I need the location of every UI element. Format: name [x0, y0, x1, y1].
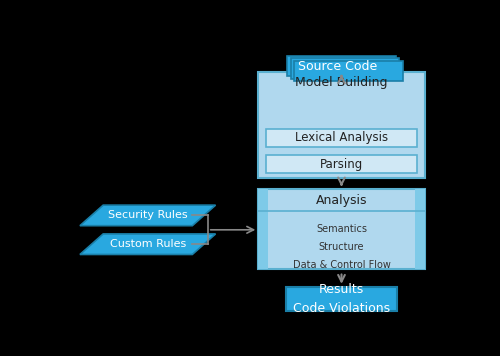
FancyBboxPatch shape: [286, 287, 397, 312]
FancyBboxPatch shape: [415, 189, 425, 269]
Text: Model Building: Model Building: [295, 76, 388, 89]
FancyBboxPatch shape: [258, 189, 268, 269]
FancyBboxPatch shape: [266, 155, 417, 173]
Text: Parsing: Parsing: [320, 157, 363, 171]
FancyBboxPatch shape: [258, 72, 425, 178]
Polygon shape: [80, 234, 216, 255]
FancyBboxPatch shape: [266, 129, 417, 147]
FancyBboxPatch shape: [294, 61, 403, 81]
Text: Semantics: Semantics: [316, 224, 367, 234]
FancyBboxPatch shape: [258, 189, 425, 269]
FancyBboxPatch shape: [290, 58, 399, 79]
Text: Source Code: Source Code: [298, 60, 378, 73]
Text: Analysis: Analysis: [316, 194, 367, 207]
Text: Custom Rules: Custom Rules: [110, 239, 186, 249]
Text: Security Rules: Security Rules: [108, 210, 188, 220]
FancyBboxPatch shape: [287, 56, 396, 76]
Polygon shape: [80, 205, 216, 226]
Text: Data & Control Flow: Data & Control Flow: [292, 260, 390, 270]
Text: Structure: Structure: [319, 242, 364, 252]
Text: Results
Code Violations: Results Code Violations: [293, 283, 390, 315]
Text: Lexical Analysis: Lexical Analysis: [295, 131, 388, 145]
